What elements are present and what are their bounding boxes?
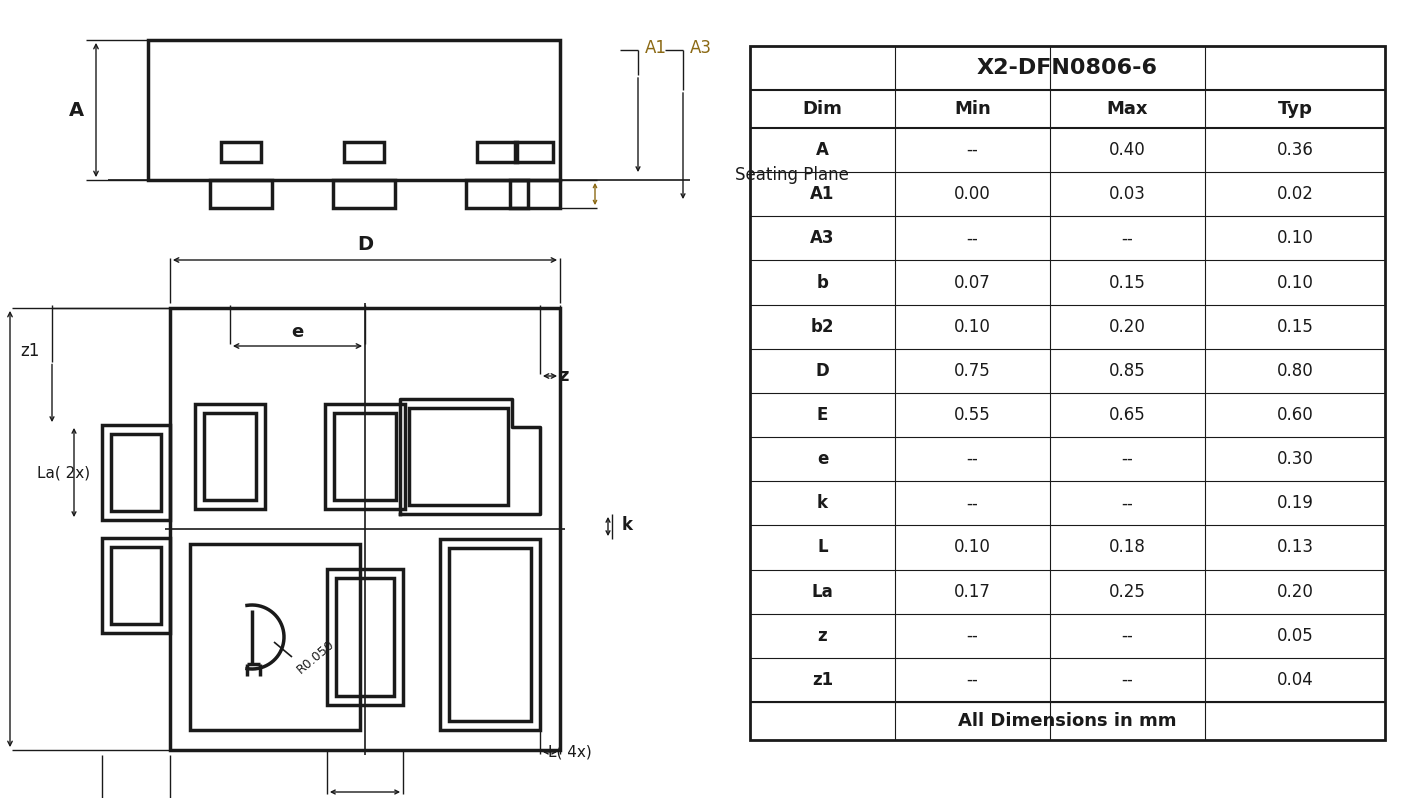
Text: e: e: [291, 323, 304, 341]
Text: 0.10: 0.10: [954, 318, 991, 336]
Text: 0.10: 0.10: [1277, 229, 1314, 247]
Text: 0.75: 0.75: [954, 361, 991, 380]
Bar: [515, 142, 552, 162]
Text: 0.10: 0.10: [1277, 274, 1314, 291]
Text: 0.19: 0.19: [1277, 494, 1314, 512]
Text: z1: z1: [812, 671, 834, 689]
Bar: [195, 404, 266, 509]
Bar: [102, 425, 170, 520]
Text: --: --: [967, 626, 978, 645]
Text: z: z: [558, 367, 568, 385]
Text: 0.17: 0.17: [954, 583, 991, 601]
Text: --: --: [967, 450, 978, 468]
Text: D: D: [356, 235, 373, 254]
Bar: [190, 544, 361, 730]
Text: 0.13: 0.13: [1277, 539, 1314, 556]
Text: z: z: [818, 626, 828, 645]
Text: 0.20: 0.20: [1109, 318, 1146, 336]
Text: 0.65: 0.65: [1109, 406, 1146, 424]
Text: 0.20: 0.20: [1277, 583, 1314, 601]
Bar: [334, 413, 396, 500]
Text: k: k: [622, 516, 633, 534]
Bar: [111, 434, 160, 511]
Text: 0.02: 0.02: [1277, 185, 1314, 203]
Bar: [344, 142, 383, 162]
Text: 0.07: 0.07: [954, 274, 991, 291]
Bar: [102, 538, 170, 633]
Text: k: k: [816, 494, 828, 512]
Text: --: --: [1122, 450, 1133, 468]
Bar: [750, 46, 1384, 740]
Text: L: L: [816, 539, 828, 556]
Text: 0.80: 0.80: [1277, 361, 1314, 380]
Bar: [222, 142, 261, 162]
Text: b: b: [816, 274, 828, 291]
Text: 0.60: 0.60: [1277, 406, 1314, 424]
Text: e: e: [816, 450, 828, 468]
Bar: [327, 569, 403, 705]
Text: 0.03: 0.03: [1109, 185, 1146, 203]
Text: 0.15: 0.15: [1277, 318, 1314, 336]
Bar: [148, 40, 559, 180]
Text: 0.05: 0.05: [1277, 626, 1314, 645]
Text: --: --: [1122, 626, 1133, 645]
Text: Seating Plane: Seating Plane: [736, 166, 849, 184]
Text: L( 4x): L( 4x): [548, 745, 592, 760]
Text: 0.04: 0.04: [1277, 671, 1314, 689]
Text: --: --: [967, 229, 978, 247]
Text: Max: Max: [1106, 100, 1149, 118]
Text: 0.85: 0.85: [1109, 361, 1146, 380]
Text: --: --: [1122, 229, 1133, 247]
Bar: [334, 180, 395, 208]
Text: 0.10: 0.10: [954, 539, 991, 556]
Text: 0.25: 0.25: [1109, 583, 1146, 601]
Text: A1: A1: [811, 185, 835, 203]
Text: z1: z1: [21, 342, 40, 361]
Text: Min: Min: [954, 100, 991, 118]
Bar: [325, 404, 405, 509]
Text: Typ: Typ: [1278, 100, 1312, 118]
Text: A3: A3: [690, 39, 711, 57]
Text: 0.55: 0.55: [954, 406, 991, 424]
Text: 0.36: 0.36: [1277, 141, 1314, 159]
Text: X2-DFN0806-6: X2-DFN0806-6: [977, 58, 1157, 78]
Bar: [510, 180, 559, 208]
Bar: [409, 408, 508, 505]
Text: --: --: [1122, 671, 1133, 689]
Text: --: --: [967, 671, 978, 689]
Bar: [440, 539, 540, 730]
Text: 0.30: 0.30: [1277, 450, 1314, 468]
Bar: [466, 180, 528, 208]
Text: La: La: [812, 583, 834, 601]
Bar: [210, 180, 273, 208]
Text: A: A: [68, 101, 84, 120]
Bar: [111, 547, 160, 624]
Bar: [204, 413, 256, 500]
Text: --: --: [967, 494, 978, 512]
Text: D: D: [815, 361, 829, 380]
Bar: [337, 578, 393, 696]
Text: A1: A1: [645, 39, 667, 57]
Text: E: E: [816, 406, 828, 424]
Text: 0.00: 0.00: [954, 185, 991, 203]
Text: La( 2x): La( 2x): [37, 465, 89, 480]
Text: 0.18: 0.18: [1109, 539, 1146, 556]
Bar: [449, 548, 531, 721]
Text: R0.050: R0.050: [294, 638, 337, 677]
Text: --: --: [967, 141, 978, 159]
Text: All Dimensions in mm: All Dimensions in mm: [959, 712, 1177, 730]
Text: --: --: [1122, 494, 1133, 512]
Text: Dim: Dim: [802, 100, 842, 118]
Text: A3: A3: [811, 229, 835, 247]
Text: A: A: [816, 141, 829, 159]
Text: 0.40: 0.40: [1109, 141, 1146, 159]
Bar: [477, 142, 517, 162]
Bar: [170, 308, 559, 750]
Text: b2: b2: [811, 318, 835, 336]
Text: 0.15: 0.15: [1109, 274, 1146, 291]
